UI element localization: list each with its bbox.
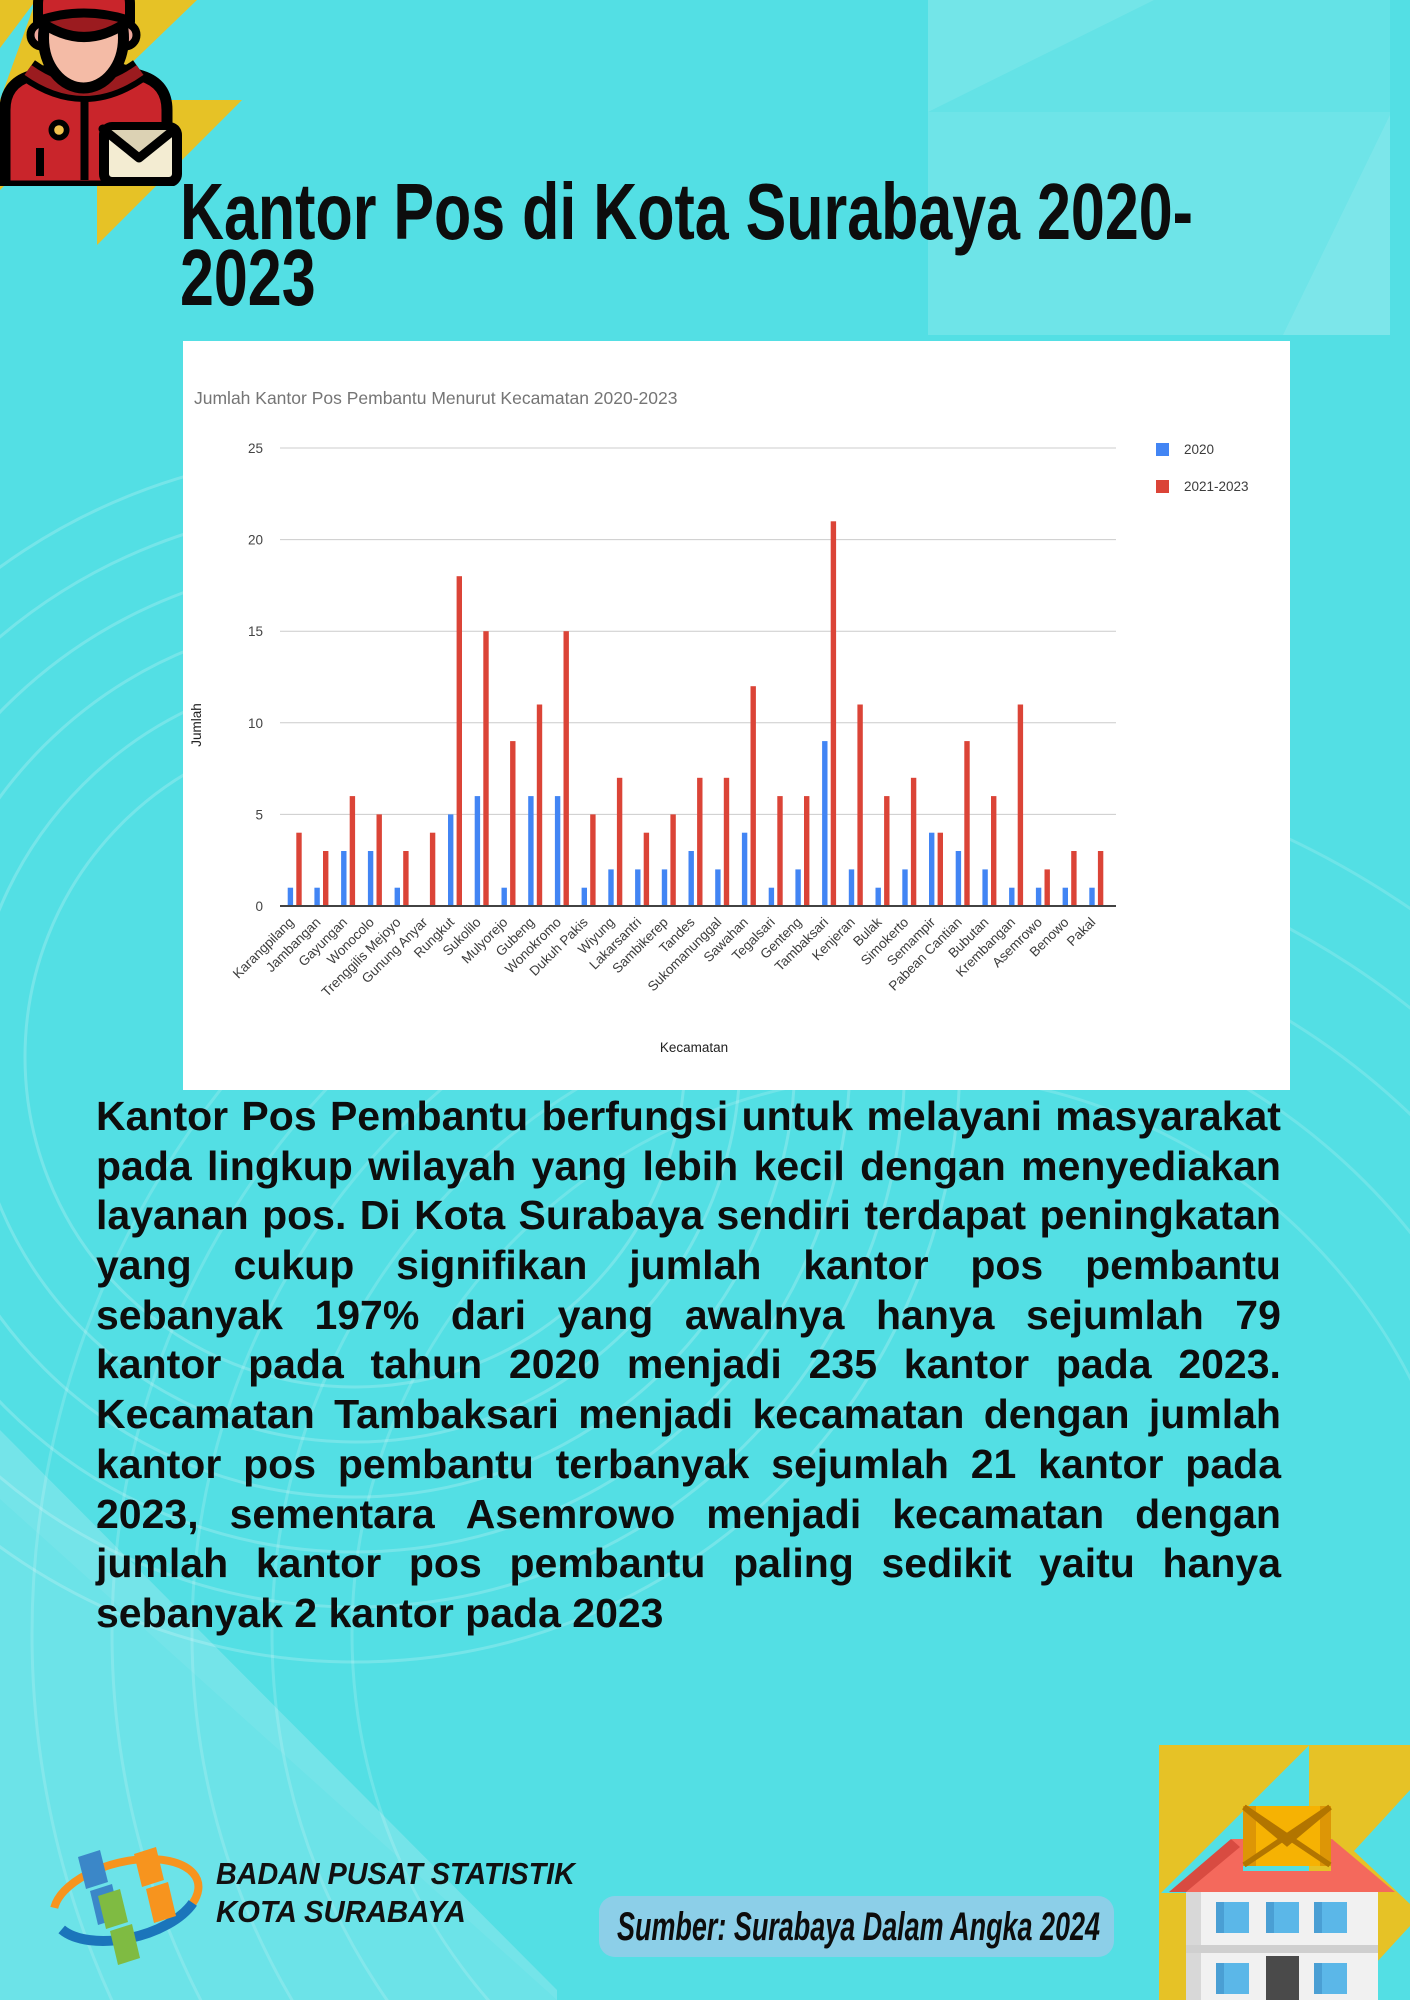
svg-text:10: 10	[248, 716, 263, 731]
svg-text:20: 20	[248, 533, 263, 548]
svg-text:0: 0	[255, 899, 263, 914]
svg-text:Jumlah Kantor Pos Pembantu Men: Jumlah Kantor Pos Pembantu Menurut Kecam…	[194, 388, 678, 408]
svg-text:2021-2023: 2021-2023	[1184, 479, 1249, 494]
svg-text:25: 25	[248, 441, 263, 456]
svg-text:Jumlah: Jumlah	[189, 703, 204, 747]
svg-text:Kecamatan: Kecamatan	[660, 1040, 728, 1055]
svg-text:5: 5	[255, 807, 263, 822]
svg-text:15: 15	[248, 624, 263, 639]
svg-text:2020: 2020	[1184, 442, 1214, 457]
